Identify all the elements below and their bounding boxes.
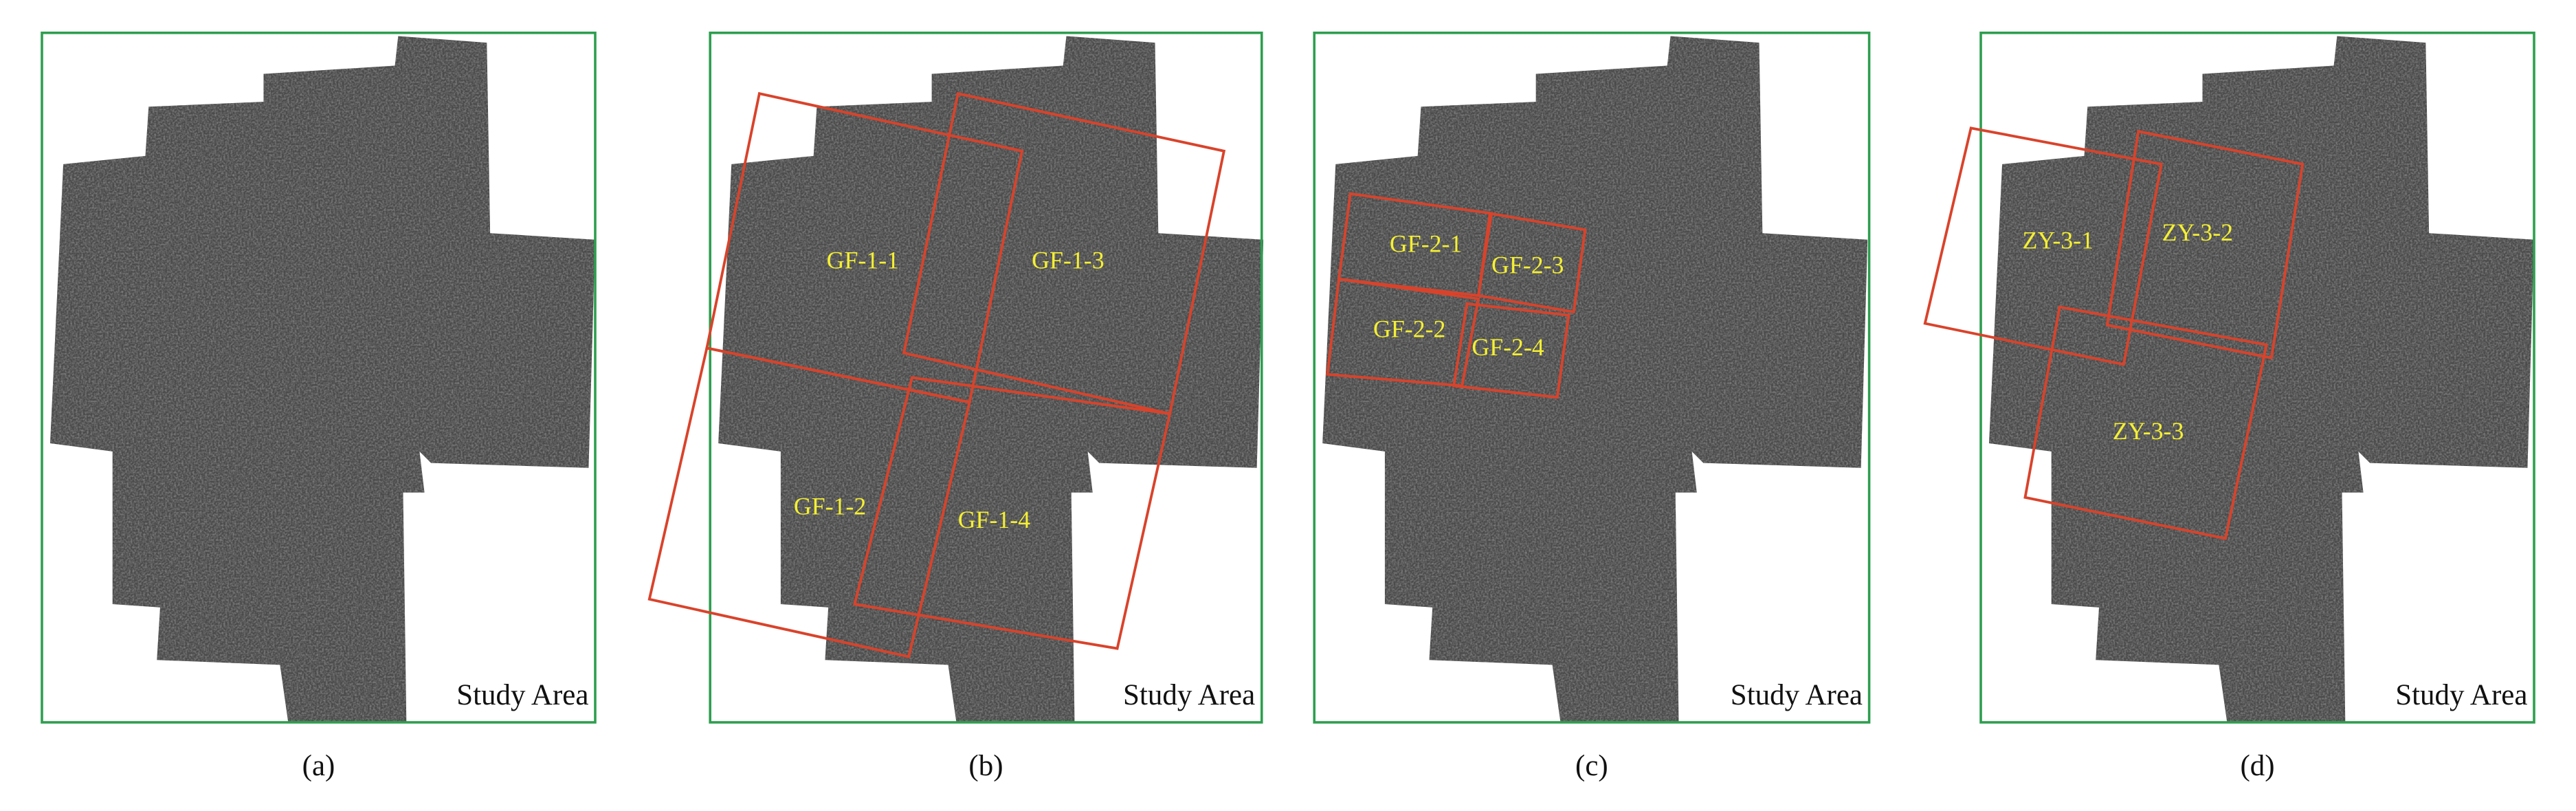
scene-label: GF-1-3 <box>1032 246 1104 274</box>
scene-footprint <box>2105 129 2305 359</box>
scene-label: GF-1-1 <box>827 246 899 274</box>
scene-label: ZY-3-2 <box>2162 219 2233 246</box>
panel: ZY-3-1 ZY-3-2 ZY-3-3 Study Area (d) <box>1923 31 2539 782</box>
scene-label: GF-2-3 <box>1491 252 1564 279</box>
scene-footprint <box>1923 126 2164 366</box>
scene-footprint <box>647 346 971 658</box>
mosaic-image <box>710 33 1268 726</box>
scene-footprint <box>1476 212 1587 314</box>
caption-background <box>1084 673 1259 720</box>
caption-background <box>2357 673 2531 720</box>
scene-footprint <box>1452 302 1570 399</box>
scene-label: GF-2-4 <box>1472 333 1544 361</box>
panel-caption: Study Area <box>1731 679 1863 711</box>
scene-label: GF-1-2 <box>794 493 866 520</box>
panel: GF-2-1 GF-2-3 GF-2-2 GF-2-4 Study Area (c) <box>1313 31 1872 782</box>
panel-frame <box>1979 31 2535 724</box>
panel-label: (a) <box>302 750 335 782</box>
scene-footprint <box>853 376 1172 650</box>
scene-label: GF-2-2 <box>1373 315 1445 343</box>
scene-label: GF-2-1 <box>1390 230 1462 258</box>
caption-background <box>1691 673 1866 720</box>
panel-label: (c) <box>1575 750 1608 782</box>
panel-frame <box>709 31 1263 724</box>
panel: GF-1-1 GF-1-3 GF-1-2 GF-1-4 Study Area (b) <box>647 31 1269 782</box>
mosaic-image <box>42 33 600 726</box>
scene-footprint <box>2023 305 2268 540</box>
scene-label: GF-1-4 <box>958 506 1031 533</box>
panel-caption: Study Area <box>456 679 588 711</box>
panel-label: (b) <box>968 750 1003 782</box>
panel: Study Area (a) <box>41 31 600 782</box>
panel-caption: Study Area <box>2395 679 2527 711</box>
panel-frame <box>41 31 597 724</box>
caption-background <box>418 673 592 720</box>
panel-frame <box>1313 31 1871 724</box>
scene-label: ZY-3-1 <box>2023 227 2094 254</box>
panel-label: (d) <box>2240 750 2274 782</box>
scene-label: ZY-3-3 <box>2113 417 2184 445</box>
panel-caption: Study Area <box>1123 679 1255 711</box>
